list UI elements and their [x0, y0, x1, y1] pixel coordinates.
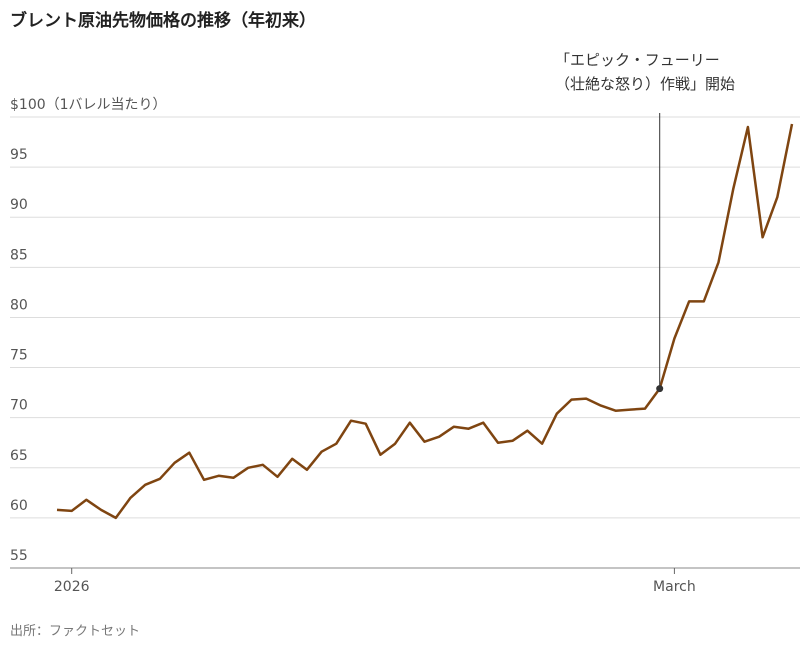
y-tick-label: 65 — [10, 448, 28, 464]
y-tick-label: 80 — [10, 297, 28, 313]
source: 出所：ファクトセット — [10, 624, 140, 639]
y-tick-label: 90 — [10, 197, 28, 213]
x-tick-label: 2026 — [54, 579, 90, 595]
y-tick-label: 70 — [10, 398, 28, 414]
y-tick-label: 85 — [10, 247, 28, 263]
y-tick-label: 95 — [10, 147, 28, 163]
line — [56, 123, 794, 520]
chart-title: ブレント原油先物価格の推移（年初来） — [10, 10, 316, 31]
annotation-text: （壮絶な怒り）作戦」開始 — [555, 75, 735, 93]
y-tick-label: $100（1バレル当たり） — [10, 97, 167, 113]
x-tick-label: March — [653, 579, 696, 595]
annotation-text: 「エピック・フューリー — [555, 51, 720, 69]
annotation-point — [656, 385, 664, 393]
y-tick-label: 60 — [10, 498, 28, 514]
y-tick-label: 75 — [10, 348, 28, 364]
y-tick-label: 55 — [10, 548, 28, 564]
